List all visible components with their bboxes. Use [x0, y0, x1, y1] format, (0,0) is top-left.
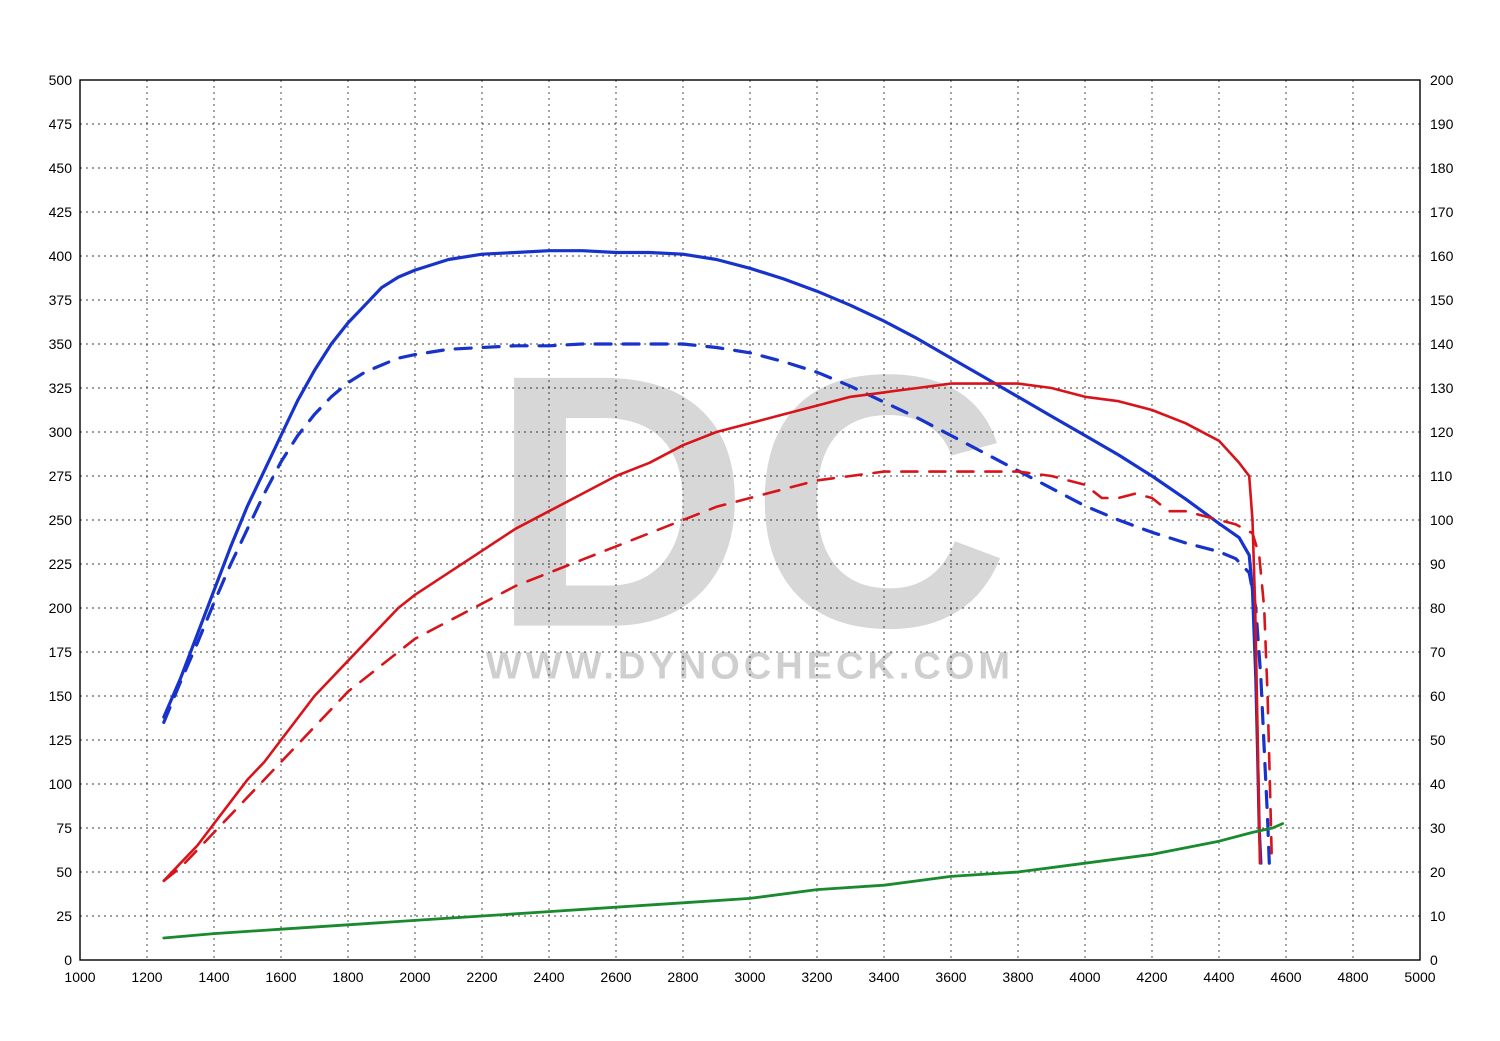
x-tick-label: 4200 [1136, 969, 1167, 985]
y-right-tick-label: 90 [1430, 556, 1446, 572]
y-left-tick-label: 175 [49, 644, 73, 660]
y-right-tick-label: 190 [1430, 116, 1454, 132]
y-left-tick-label: 500 [49, 72, 73, 88]
y-right-tick-label: 40 [1430, 776, 1446, 792]
y-right-tick-label: 20 [1430, 864, 1446, 880]
y-left-tick-label: 450 [49, 160, 73, 176]
x-tick-label: 4000 [1069, 969, 1100, 985]
x-tick-label: 1600 [265, 969, 296, 985]
x-tick-label: 1200 [131, 969, 162, 985]
y-right-tick-label: 150 [1430, 292, 1454, 308]
x-tick-label: 3200 [801, 969, 832, 985]
x-tick-label: 3600 [935, 969, 966, 985]
y-right-tick-label: 180 [1430, 160, 1454, 176]
x-tick-label: 3000 [734, 969, 765, 985]
x-tick-label: 2400 [533, 969, 564, 985]
y-left-tick-label: 50 [56, 864, 72, 880]
y-right-tick-label: 60 [1430, 688, 1446, 704]
x-tick-label: 2600 [600, 969, 631, 985]
y-right-tick-label: 130 [1430, 380, 1454, 396]
y-left-tick-label: 300 [49, 424, 73, 440]
x-tick-label: 1400 [198, 969, 229, 985]
x-tick-label: 2200 [466, 969, 497, 985]
y-left-tick-label: 25 [56, 908, 72, 924]
y-left-tick-label: 375 [49, 292, 73, 308]
y-right-tick-label: 100 [1430, 512, 1454, 528]
y-left-tick-label: 75 [56, 820, 72, 836]
x-tick-label: 3400 [868, 969, 899, 985]
x-tick-label: 1000 [64, 969, 95, 985]
dyno-chart: Graf výkonu a točivého momentu Točivý mo… [0, 0, 1500, 1041]
x-tick-label: 2800 [667, 969, 698, 985]
y-right-tick-label: 10 [1430, 908, 1446, 924]
y-right-tick-label: 0 [1430, 952, 1438, 968]
y-left-tick-label: 350 [49, 336, 73, 352]
y-right-tick-label: 50 [1430, 732, 1446, 748]
x-tick-label: 3800 [1002, 969, 1033, 985]
x-tick-label: 2000 [399, 969, 430, 985]
y-left-tick-label: 225 [49, 556, 73, 572]
x-tick-label: 4400 [1203, 969, 1234, 985]
y-left-tick-label: 425 [49, 204, 73, 220]
y-left-tick-label: 325 [49, 380, 73, 396]
y-right-tick-label: 170 [1430, 204, 1454, 220]
y-right-tick-label: 140 [1430, 336, 1454, 352]
y-left-tick-label: 100 [49, 776, 73, 792]
y-right-tick-label: 80 [1430, 600, 1446, 616]
y-left-tick-label: 200 [49, 600, 73, 616]
y-right-tick-label: 110 [1430, 468, 1453, 484]
y-left-tick-label: 0 [64, 952, 72, 968]
x-tick-label: 1800 [332, 969, 363, 985]
y-left-tick-label: 125 [49, 732, 73, 748]
y-right-tick-label: 160 [1430, 248, 1454, 264]
y-right-tick-label: 200 [1430, 72, 1454, 88]
y-left-tick-label: 275 [49, 468, 73, 484]
y-left-tick-label: 250 [49, 512, 73, 528]
y-left-tick-label: 400 [49, 248, 73, 264]
y-left-tick-label: 475 [49, 116, 73, 132]
x-tick-label: 4800 [1337, 969, 1368, 985]
plot-svg: DCWWW.DYNOCHECK.COM100012001400160018002… [0, 0, 1500, 1041]
y-right-tick-label: 120 [1430, 424, 1454, 440]
y-left-tick-label: 150 [49, 688, 73, 704]
y-right-tick-label: 70 [1430, 644, 1446, 660]
y-right-tick-label: 30 [1430, 820, 1446, 836]
x-tick-label: 4600 [1270, 969, 1301, 985]
x-tick-label: 5000 [1404, 969, 1435, 985]
